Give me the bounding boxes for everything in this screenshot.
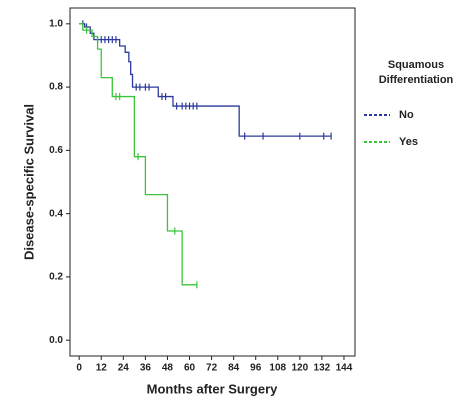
x-tick-label: 144 (336, 363, 353, 374)
x-tick-label: 0 (76, 363, 82, 374)
y-tick-label: 0.0 (49, 335, 63, 346)
x-tick-label: 96 (250, 363, 262, 374)
x-tick-label: 132 (314, 363, 331, 374)
legend-title: Differentiation (379, 74, 454, 86)
x-tick-label: 24 (118, 363, 130, 374)
survival-curve (79, 23, 332, 137)
x-tick-label: 108 (269, 363, 286, 374)
x-tick-label: 48 (162, 363, 174, 374)
y-tick-label: 0.2 (49, 272, 63, 283)
x-axis-label: Months after Surgery (147, 381, 279, 396)
legend-label: No (399, 109, 414, 121)
x-tick-label: 12 (96, 363, 108, 374)
survival-curve (79, 23, 197, 286)
plot-frame (69, 7, 356, 357)
x-tick-label: 72 (206, 363, 218, 374)
y-tick-label: 0.6 (49, 145, 63, 156)
x-tick-label: 84 (228, 363, 240, 374)
legend-label: Yes (399, 136, 418, 148)
y-tick-label: 1.0 (49, 18, 63, 29)
legend-title: Squamous (388, 59, 444, 71)
y-axis-label: Disease-specific Survival (21, 104, 36, 260)
y-tick-label: 0.4 (49, 208, 63, 219)
x-tick-label: 36 (140, 363, 152, 374)
x-tick-label: 60 (184, 363, 196, 374)
x-tick-label: 120 (291, 363, 308, 374)
y-tick-label: 0.8 (49, 82, 63, 93)
